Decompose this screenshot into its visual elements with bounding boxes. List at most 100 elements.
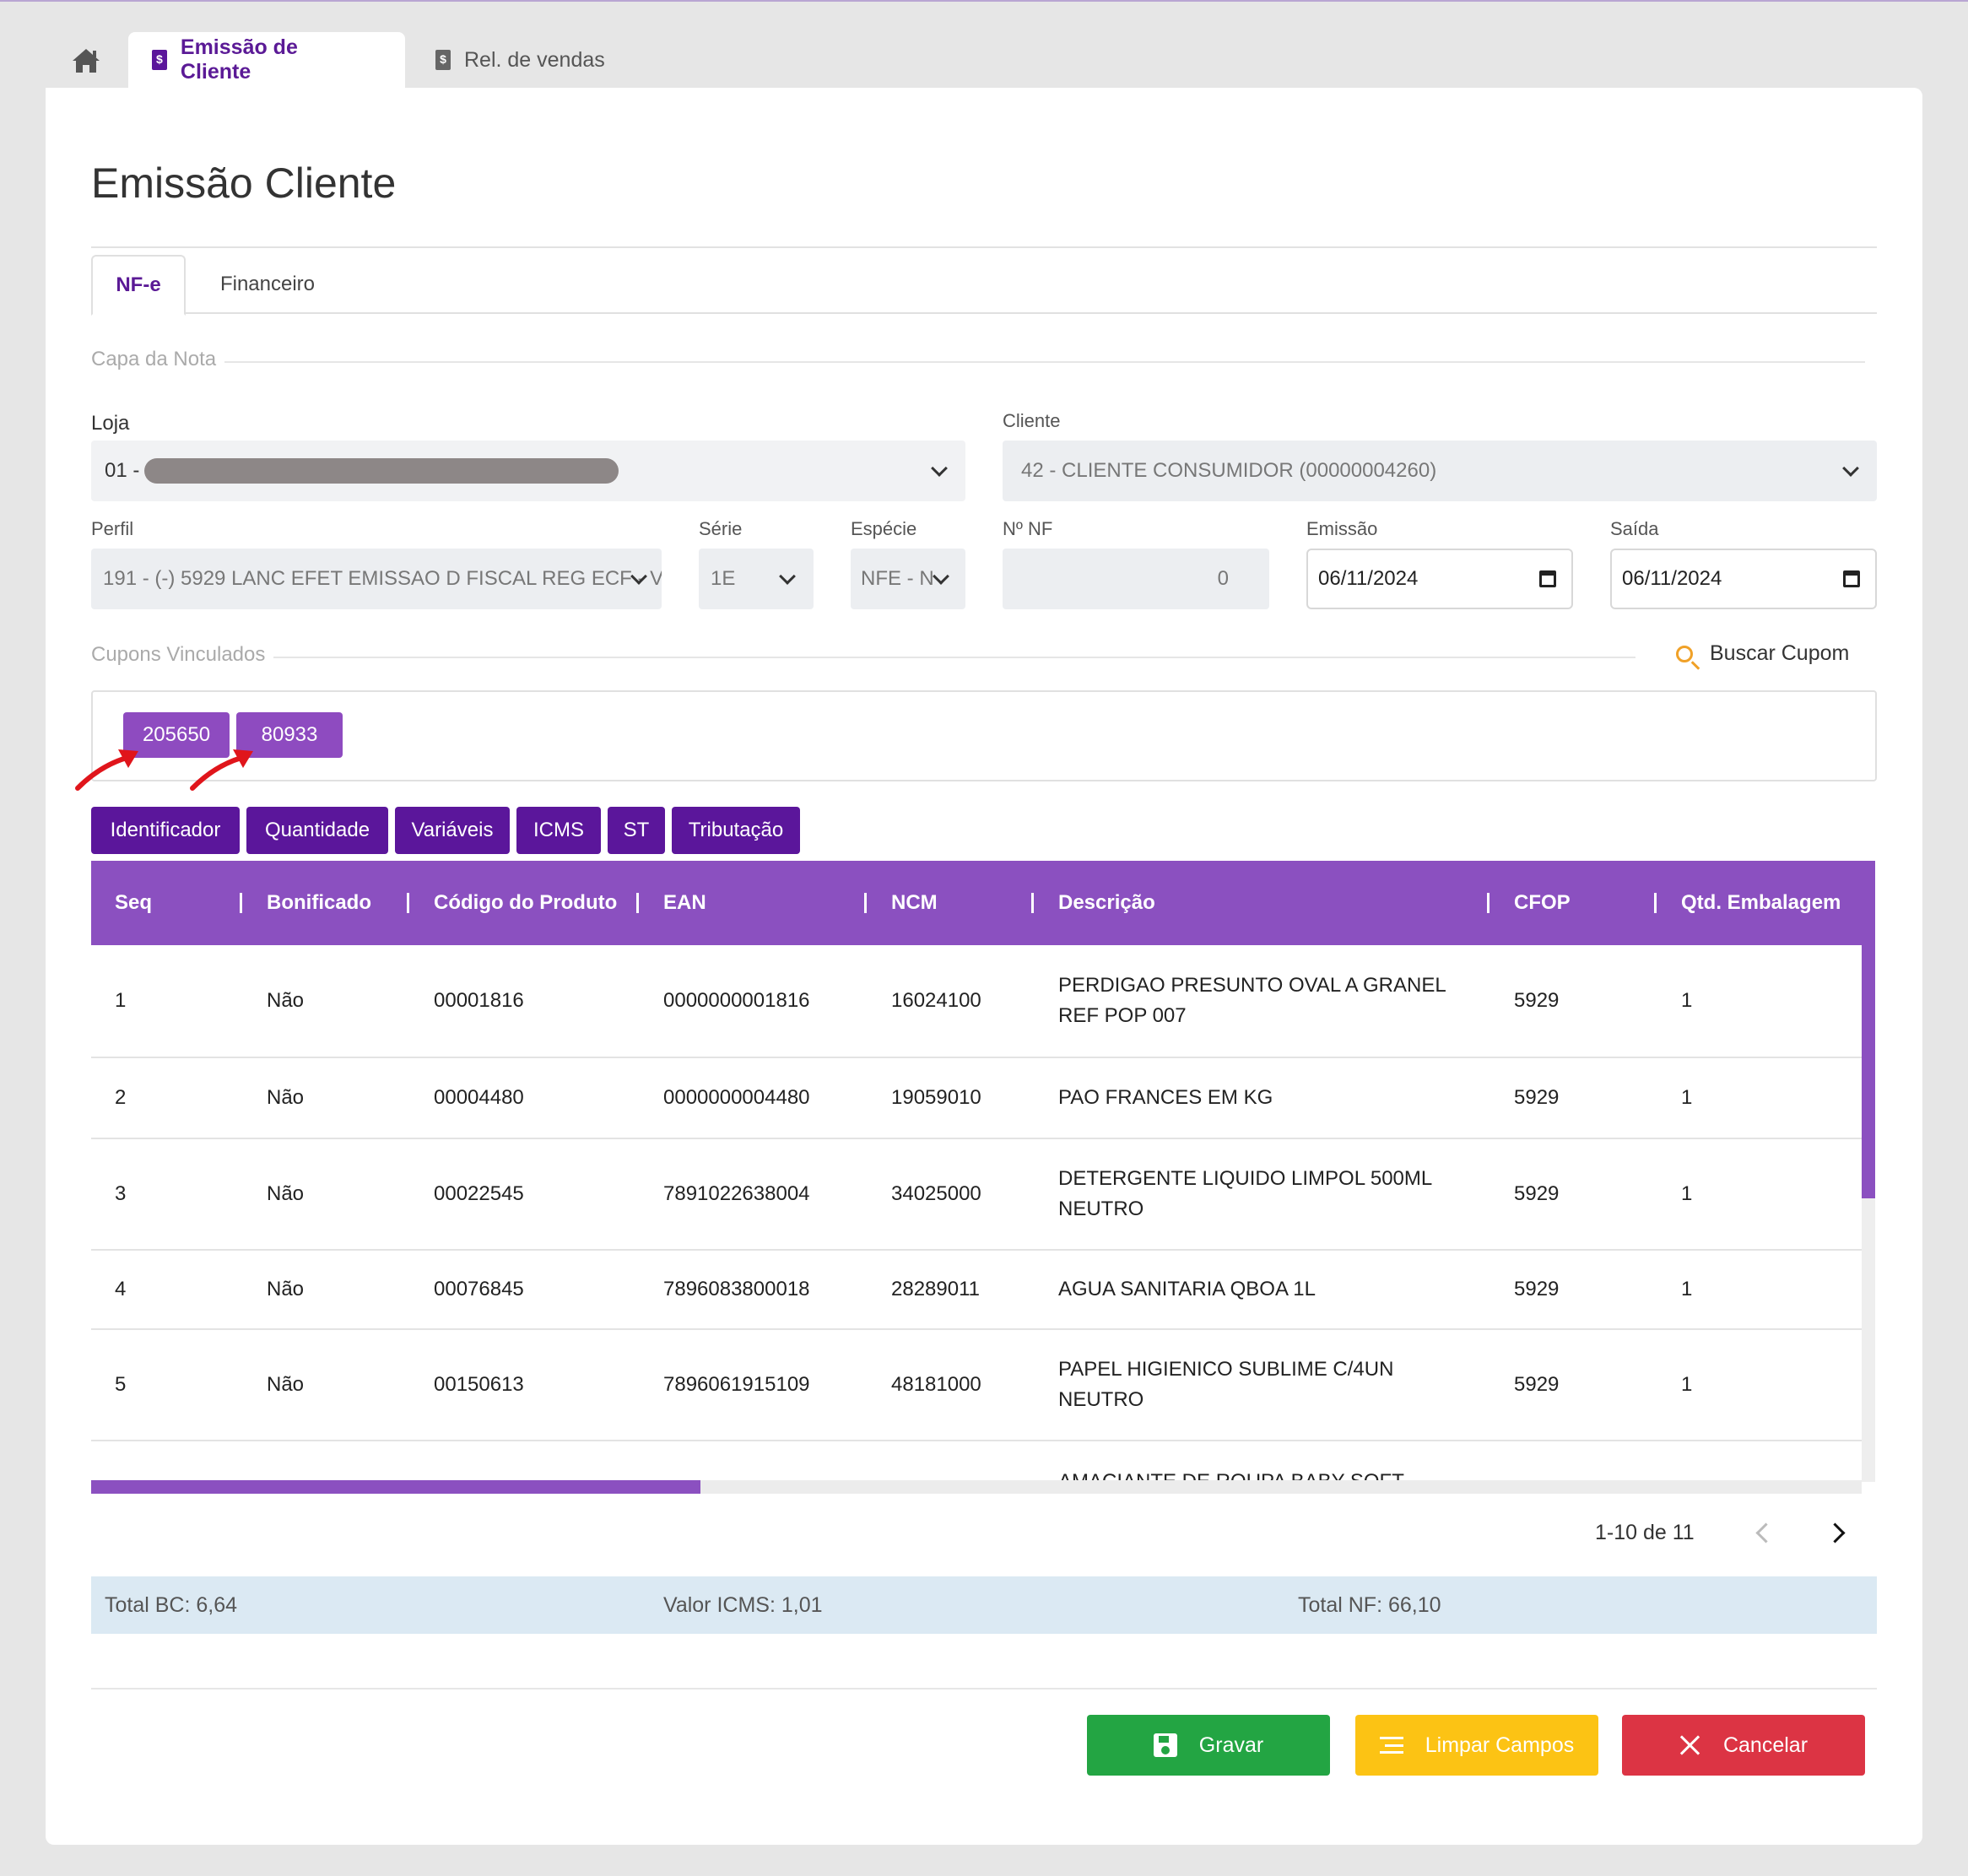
tab-nfe[interactable]: NF-e bbox=[91, 255, 186, 316]
especie-value: NFE - N bbox=[861, 567, 934, 590]
totals-bar: Total BC: 6,64 Valor ICMS: 1,01 Total NF… bbox=[91, 1576, 1877, 1634]
cell-seq: 4 bbox=[115, 1278, 127, 1300]
loja-select[interactable]: 01 - bbox=[91, 441, 965, 501]
inner-tab-bar: NF-e Financeiro bbox=[91, 255, 1877, 316]
perfil-label: Perfil bbox=[91, 518, 134, 539]
tab-icms[interactable]: ICMS bbox=[516, 807, 601, 854]
cell-ncm: 28289011 bbox=[891, 1278, 980, 1300]
table-row[interactable]: 5 Não 00150613 7896061915109 48181000 PA… bbox=[91, 1330, 1862, 1441]
cell-cfop: 5929 bbox=[1514, 1182, 1560, 1205]
column-header-cfop[interactable]: CFOP bbox=[1514, 891, 1571, 914]
invoice-icon bbox=[152, 50, 167, 70]
perfil-select[interactable]: 191 - (-) 5929 LANC EFET EMISSAO D FISCA… bbox=[91, 549, 662, 609]
table-row[interactable]: 2 Não 00004480 0000000004480 19059010 PA… bbox=[91, 1058, 1862, 1139]
perfil-value: 191 - (-) 5929 LANC EFET EMISSAO D FISCA… bbox=[103, 567, 662, 590]
column-resize-handle[interactable] bbox=[1487, 893, 1490, 913]
cell-ean: 0000000004480 bbox=[663, 1086, 810, 1109]
table-row[interactable]: 3 Não 00022545 7891022638004 34025000 DE… bbox=[91, 1139, 1862, 1251]
table-header: Seq Bonificado Código do Produto EAN NCM… bbox=[91, 861, 1862, 945]
cliente-select[interactable]: 42 - CLIENTE CONSUMIDOR (00000004260) bbox=[1003, 441, 1877, 501]
total-bc: Total BC: 6,64 bbox=[105, 1593, 238, 1617]
cell-bonificado: Não bbox=[267, 1182, 305, 1205]
tab-identificador[interactable]: Identificador bbox=[91, 807, 240, 854]
cell-ean: 0000000001816 bbox=[663, 989, 810, 1012]
cell-codigo: 00001816 bbox=[434, 989, 524, 1012]
table-row[interactable]: 1 Não 00001816 0000000001816 16024100 PE… bbox=[91, 945, 1862, 1058]
chevron-down-icon bbox=[1842, 460, 1859, 477]
cell-ean: 7891022638004 bbox=[663, 1182, 810, 1205]
saida-date-input[interactable]: 06/11/2024 bbox=[1610, 549, 1877, 609]
cell-descricao: PAO FRANCES EM KG bbox=[1058, 1086, 1273, 1109]
tab-st[interactable]: ST bbox=[608, 807, 665, 854]
cell-ncm: 34025000 bbox=[891, 1182, 981, 1205]
home-icon[interactable] bbox=[68, 42, 105, 79]
cell-bonificado: Não bbox=[267, 989, 305, 1012]
clear-lines-icon bbox=[1379, 1737, 1403, 1754]
emissao-date-input[interactable]: 06/11/2024 bbox=[1306, 549, 1573, 609]
tab-emissao-de-cliente[interactable]: Emissão de Cliente bbox=[128, 32, 405, 88]
cancel-button[interactable]: Cancelar bbox=[1622, 1715, 1865, 1776]
chevron-down-icon bbox=[931, 460, 948, 477]
column-header-ncm[interactable]: NCM bbox=[891, 891, 938, 914]
column-header-seq[interactable]: Seq bbox=[115, 891, 153, 914]
cliente-value: 42 - CLIENTE CONSUMIDOR (00000004260) bbox=[1021, 459, 1437, 482]
clear-label: Limpar Campos bbox=[1425, 1733, 1575, 1757]
column-header-ean[interactable]: EAN bbox=[663, 891, 706, 914]
horizontal-scrollbar[interactable] bbox=[91, 1480, 1862, 1494]
column-resize-handle[interactable] bbox=[240, 893, 242, 913]
cliente-label: Cliente bbox=[1003, 410, 1061, 431]
tab-financeiro[interactable]: Financeiro bbox=[219, 273, 316, 295]
column-header-descricao[interactable]: Descrição bbox=[1058, 891, 1155, 914]
column-resize-handle[interactable] bbox=[1031, 893, 1034, 913]
cell-qtd: 1 bbox=[1681, 1086, 1693, 1109]
save-button[interactable]: Gravar bbox=[1087, 1715, 1330, 1776]
nf-number-input[interactable]: 0 bbox=[1003, 549, 1269, 609]
column-header-bonificado[interactable]: Bonificado bbox=[267, 891, 371, 914]
column-header-codigo[interactable]: Código do Produto bbox=[434, 891, 618, 914]
cell-cfop: 5929 bbox=[1514, 1278, 1560, 1300]
column-resize-handle[interactable] bbox=[864, 893, 867, 913]
calendar-icon[interactable] bbox=[1539, 570, 1556, 587]
total-nf: Total NF: 66,10 bbox=[1298, 1593, 1441, 1617]
cell-qtd: 1 bbox=[1681, 1373, 1693, 1396]
tab-tributacao[interactable]: Tributação bbox=[672, 807, 800, 854]
especie-select[interactable]: NFE - N bbox=[851, 549, 965, 609]
clear-fields-button[interactable]: Limpar Campos bbox=[1355, 1715, 1598, 1776]
loja-value: 01 - bbox=[105, 459, 140, 482]
scrollbar-thumb[interactable] bbox=[91, 1480, 700, 1494]
cell-codigo: 00022545 bbox=[434, 1182, 524, 1205]
column-resize-handle[interactable] bbox=[1654, 893, 1657, 913]
cell-cfop: 5929 bbox=[1514, 1373, 1560, 1396]
coupon-tag[interactable]: 80933 bbox=[236, 712, 343, 758]
table-row[interactable]: 4 Não 00076845 7896083800018 28289011 AG… bbox=[91, 1251, 1862, 1330]
column-resize-handle[interactable] bbox=[407, 893, 409, 913]
table-row[interactable]: AMACIANTE DE ROUPA BABY SOFT bbox=[91, 1441, 1862, 1480]
loja-label: Loja bbox=[91, 412, 130, 435]
valor-icms: Valor ICMS: 1,01 bbox=[663, 1593, 823, 1617]
tab-quantidade[interactable]: Quantidade bbox=[246, 807, 388, 854]
cell-bonificado: Não bbox=[267, 1086, 305, 1109]
buscar-cupom-label: Buscar Cupom bbox=[1710, 641, 1850, 665]
column-header-qtd-embalagem[interactable]: Qtd. Embalagem bbox=[1681, 891, 1841, 914]
serie-value: 1E bbox=[711, 567, 736, 590]
coupon-tag[interactable]: 205650 bbox=[123, 712, 230, 758]
annotation-arrow bbox=[75, 749, 138, 791]
column-resize-handle[interactable] bbox=[636, 893, 639, 913]
divider bbox=[91, 361, 1865, 363]
search-icon bbox=[1676, 645, 1693, 662]
table-body: 1 Não 00001816 0000000001816 16024100 PE… bbox=[91, 945, 1862, 1480]
vertical-scrollbar[interactable] bbox=[1862, 861, 1875, 1482]
tab-rel-de-vendas[interactable]: Rel. de vendas bbox=[412, 32, 637, 88]
saida-value: 06/11/2024 bbox=[1622, 567, 1722, 590]
cell-seq: 5 bbox=[115, 1373, 127, 1396]
serie-select[interactable]: 1E bbox=[699, 549, 814, 609]
calendar-icon[interactable] bbox=[1843, 570, 1860, 587]
cell-descricao: AMACIANTE DE ROUPA BABY SOFT bbox=[1058, 1441, 1463, 1480]
tab-variaveis[interactable]: Variáveis bbox=[395, 807, 510, 854]
cell-cfop: 5929 bbox=[1514, 1086, 1560, 1109]
save-icon bbox=[1153, 1733, 1177, 1757]
redacted-store-name bbox=[144, 458, 619, 484]
scrollbar-thumb[interactable] bbox=[1862, 861, 1875, 1198]
cell-seq: 3 bbox=[115, 1182, 127, 1205]
buscar-cupom-button[interactable]: Buscar Cupom bbox=[1676, 641, 1849, 666]
